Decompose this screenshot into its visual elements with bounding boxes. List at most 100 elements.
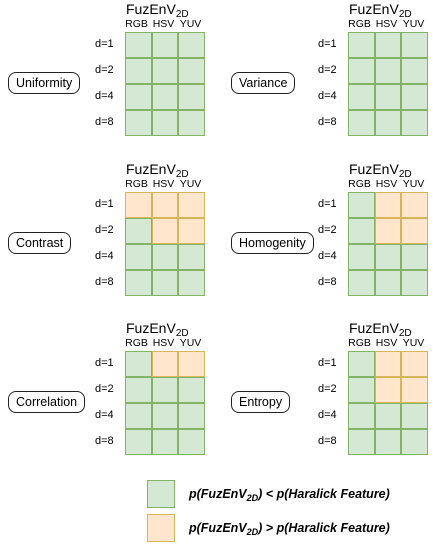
cell-lower bbox=[151, 84, 179, 110]
row-label: d=4 bbox=[95, 250, 114, 262]
cell-lower bbox=[401, 270, 428, 296]
column-header: YUV bbox=[402, 18, 425, 30]
cell-lower bbox=[178, 58, 205, 84]
panel-contrast: FuzEnV2D RGB HSV YUV d=1 d=2 d=4 d=8 Contrast bbox=[8, 161, 218, 309]
cell-lower bbox=[401, 403, 428, 429]
cell-lower bbox=[374, 270, 402, 296]
cell-lower bbox=[401, 32, 428, 58]
cell-lower bbox=[401, 110, 428, 136]
column-header: HSV bbox=[152, 178, 175, 190]
cell-lower bbox=[125, 403, 152, 429]
column-headers: RGB HSV YUV bbox=[123, 178, 204, 190]
feature-label: Entropy bbox=[231, 391, 291, 413]
cell-higher bbox=[374, 377, 402, 403]
panel-title: FuzEnV2D bbox=[349, 1, 412, 20]
column-header: RGB bbox=[125, 18, 148, 30]
cell-higher bbox=[151, 351, 179, 377]
row-label: d=8 bbox=[318, 116, 337, 128]
cell-lower bbox=[374, 84, 402, 110]
cell-lower bbox=[374, 244, 402, 270]
result-grid bbox=[125, 351, 205, 455]
cell-lower bbox=[348, 84, 375, 110]
cell-lower bbox=[125, 377, 152, 403]
column-header: RGB bbox=[348, 178, 371, 190]
cell-higher bbox=[374, 218, 402, 244]
result-grid bbox=[348, 32, 428, 136]
row-label: d=1 bbox=[318, 38, 337, 50]
feature-label: Variance bbox=[231, 72, 296, 94]
column-header: HSV bbox=[375, 178, 398, 190]
column-header: YUV bbox=[179, 337, 202, 349]
cell-lower bbox=[348, 351, 375, 377]
cell-higher bbox=[151, 192, 179, 218]
row-label: d=2 bbox=[95, 64, 114, 76]
result-grid bbox=[125, 192, 205, 296]
cell-lower bbox=[178, 377, 205, 403]
row-label: d=1 bbox=[95, 357, 114, 369]
row-label: d=8 bbox=[95, 116, 114, 128]
cell-lower bbox=[374, 110, 402, 136]
column-header: HSV bbox=[375, 18, 398, 30]
cell-lower bbox=[125, 351, 152, 377]
cell-lower bbox=[374, 58, 402, 84]
row-label: d=4 bbox=[318, 409, 337, 421]
column-headers: RGB HSV YUV bbox=[346, 18, 427, 30]
cell-higher bbox=[401, 351, 428, 377]
column-headers: RGB HSV YUV bbox=[123, 337, 204, 349]
row-label: d=2 bbox=[318, 383, 337, 395]
legend-swatch-lower bbox=[147, 480, 175, 508]
cell-lower bbox=[125, 244, 152, 270]
cell-lower bbox=[348, 110, 375, 136]
feature-label: Uniformity bbox=[8, 72, 81, 94]
cell-higher bbox=[401, 377, 428, 403]
cell-lower bbox=[348, 192, 375, 218]
column-header: RGB bbox=[125, 178, 148, 190]
cell-higher bbox=[374, 351, 402, 377]
row-label: d=2 bbox=[318, 64, 337, 76]
cell-higher bbox=[178, 351, 205, 377]
panel-title: FuzEnV2D bbox=[126, 320, 189, 339]
feature-label: Homogenity bbox=[231, 232, 314, 254]
result-grid bbox=[125, 32, 205, 136]
cell-lower bbox=[348, 403, 375, 429]
cell-lower bbox=[151, 270, 179, 296]
row-label: d=1 bbox=[95, 198, 114, 210]
cell-lower bbox=[178, 270, 205, 296]
cell-higher bbox=[125, 192, 152, 218]
cell-lower bbox=[125, 58, 152, 84]
row-label: d=4 bbox=[318, 90, 337, 102]
cell-lower bbox=[401, 84, 428, 110]
cell-higher bbox=[401, 192, 428, 218]
row-label: d=2 bbox=[318, 224, 337, 236]
cell-lower bbox=[348, 377, 375, 403]
cell-lower bbox=[178, 32, 205, 58]
column-headers: RGB HSV YUV bbox=[123, 18, 204, 30]
cell-lower bbox=[374, 429, 402, 455]
cell-lower bbox=[348, 429, 375, 455]
cell-lower bbox=[178, 84, 205, 110]
panel-title: FuzEnV2D bbox=[126, 161, 189, 180]
row-label: d=4 bbox=[318, 250, 337, 262]
cell-higher bbox=[178, 192, 205, 218]
cell-lower bbox=[151, 377, 179, 403]
row-label: d=4 bbox=[95, 409, 114, 421]
column-header: RGB bbox=[348, 18, 371, 30]
row-label: d=2 bbox=[95, 224, 114, 236]
panel-title: FuzEnV2D bbox=[126, 1, 189, 20]
cell-lower bbox=[125, 429, 152, 455]
cell-lower bbox=[151, 110, 179, 136]
legend-label-higher: p(FuzEnV2D) > p(Haralick Feature) bbox=[189, 521, 390, 537]
panel-correlation: FuzEnV2D RGB HSV YUV d=1 d=2 d=4 d=8 Correlation bbox=[8, 320, 218, 468]
cell-lower bbox=[151, 429, 179, 455]
column-header: YUV bbox=[179, 178, 202, 190]
cell-lower bbox=[125, 270, 152, 296]
cell-lower bbox=[125, 218, 152, 244]
cell-lower bbox=[374, 403, 402, 429]
result-grid bbox=[348, 351, 428, 455]
cell-lower bbox=[125, 84, 152, 110]
cell-higher bbox=[151, 218, 179, 244]
column-headers: RGB HSV YUV bbox=[346, 337, 427, 349]
panel-entropy: FuzEnV2D RGB HSV YUV d=1 d=2 d=4 d=8 Entropy bbox=[231, 320, 433, 468]
row-label: d=1 bbox=[318, 357, 337, 369]
column-header: RGB bbox=[348, 337, 371, 349]
